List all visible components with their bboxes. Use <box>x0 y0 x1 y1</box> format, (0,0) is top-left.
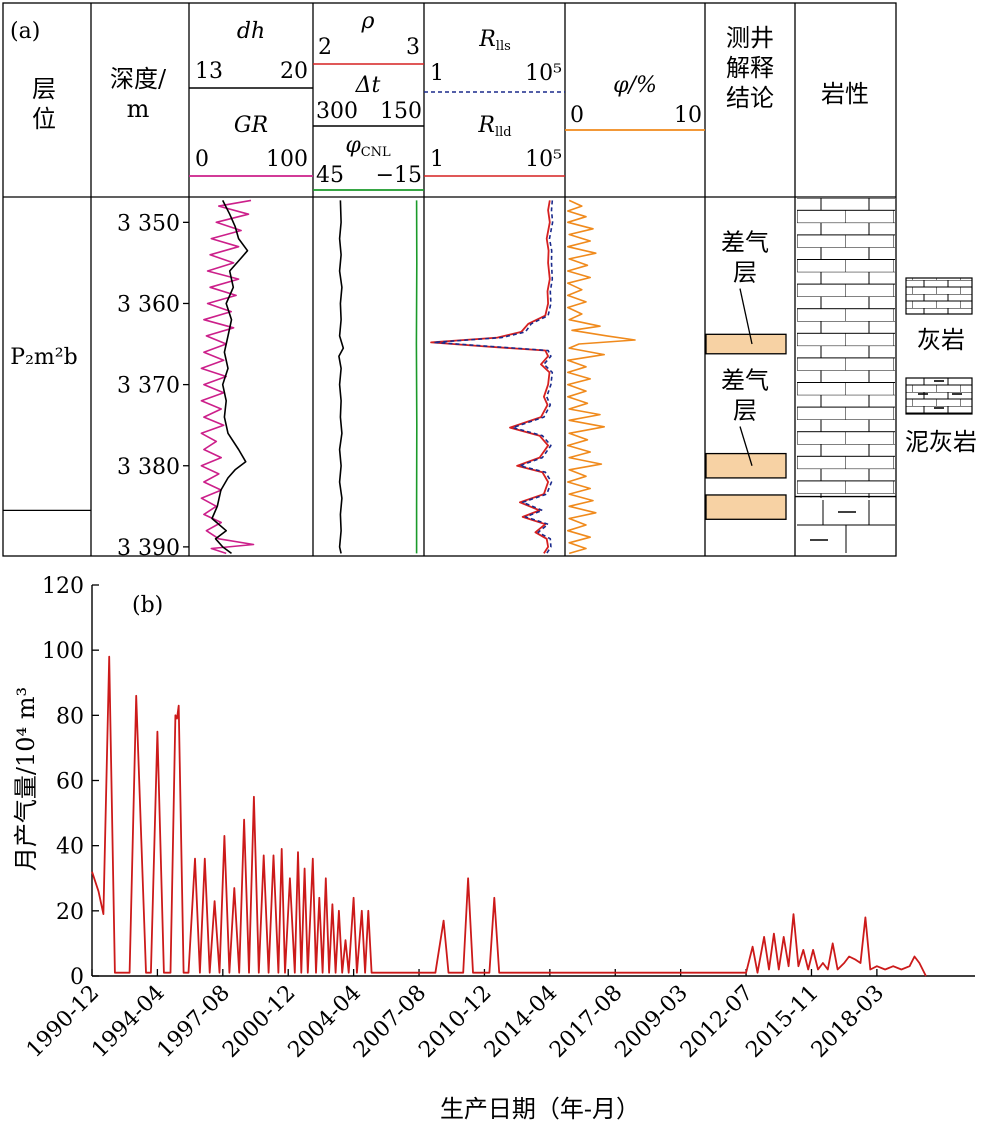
lithology-column <box>795 198 896 553</box>
y-tick-label: 80 <box>56 704 84 729</box>
rho-scale-max: 3 <box>406 35 420 60</box>
phi-scale-max: 10 <box>674 103 702 128</box>
y-axis-label: 月产气量/10⁴ m³ <box>12 687 40 871</box>
x-tick-label: 2018-03 <box>807 981 889 1063</box>
formation-header: 层位 <box>32 75 56 133</box>
lithology-argillaceous <box>797 500 895 553</box>
rlls-scale-max: 10⁵ <box>525 61 562 86</box>
gas-layer-box <box>705 333 787 355</box>
cnl-scale-max: −15 <box>376 163 422 188</box>
y-tick-label: 20 <box>56 900 84 925</box>
column-dividers <box>90 3 796 556</box>
lithology-legend: 灰岩 泥灰岩 <box>905 277 977 456</box>
rlls-scale-min: 1 <box>430 61 444 86</box>
dt-title: Δt <box>355 73 381 98</box>
gr-title: GR <box>234 113 268 138</box>
dh-scale-max: 20 <box>280 59 308 84</box>
rlls-curve <box>433 200 554 554</box>
log-curves <box>200 199 636 555</box>
depth-tick-label: 3 390 <box>117 536 180 561</box>
depth-header: 深度/m <box>110 65 167 123</box>
rlld-scale-min: 1 <box>430 147 444 172</box>
gr-scale-max: 100 <box>266 147 308 172</box>
cnl-scale-min: 45 <box>316 163 344 188</box>
lithology-limestone <box>797 198 895 498</box>
interpretation-leader <box>739 426 753 466</box>
depth-tick-label: 3 350 <box>117 211 180 236</box>
phi-scale-min: 0 <box>570 103 584 128</box>
interpretation-label-line2: 层 <box>733 397 757 425</box>
dh-title: dh <box>237 19 265 44</box>
production-panel: (b) 0204060801001201990-121994-041997-08… <box>12 574 975 1123</box>
depth-axis: 3 350 3 360 3 370 3 380 3 390 <box>117 211 189 561</box>
legend-argillaceous-limestone: 泥灰岩 <box>905 377 977 456</box>
legend-argillaceous-dashes <box>918 380 962 409</box>
y-tick-label: 120 <box>42 574 84 599</box>
well-log-panel: (a) 层位 深度/m dh 13 20 GR 0 100 ρ 2 3 Δt 3… <box>2 2 897 561</box>
log-frame <box>2 2 897 557</box>
dt-scale-max: 150 <box>380 99 422 124</box>
y-tick-label: 100 <box>42 639 84 664</box>
legend-limestone: 灰岩 <box>905 277 973 354</box>
dt-scale-min: 300 <box>316 99 358 124</box>
rho-scale-min: 2 <box>318 35 332 60</box>
rho-title: ρ <box>361 9 375 34</box>
interpretation-leader <box>739 288 753 345</box>
lithology-header: 岩性 <box>821 80 869 108</box>
panel-a-label: (a) <box>10 19 40 44</box>
phi-title: φ/% <box>613 73 657 98</box>
gas-layer-box <box>705 494 787 520</box>
panel-b-label: (b) <box>132 593 163 618</box>
legend-argillaceous-label: 泥灰岩 <box>905 428 977 456</box>
x-axis-label: 生产日期（年-月） <box>440 1095 640 1123</box>
phi-curve <box>567 199 636 555</box>
rlls-title: Rlls <box>478 27 511 54</box>
rlld-scale-max: 10⁵ <box>525 147 562 172</box>
interpretation-header: 测井解释结论 <box>726 24 774 112</box>
formation-name: P₂m²b <box>10 345 77 370</box>
interpretation-label-line1: 差气 <box>721 229 769 257</box>
depth-tick-label: 3 360 <box>117 292 180 317</box>
production-axes: 0204060801001201990-121994-041997-082000… <box>22 574 975 1063</box>
y-tick-label: 40 <box>56 835 84 860</box>
cnl-title: φCNL <box>345 133 391 160</box>
dh-scale-min: 13 <box>195 59 223 84</box>
gr-scale-min: 0 <box>195 147 209 172</box>
interpretation-label-line2: 层 <box>733 259 757 287</box>
interpretation-label-line1: 差气 <box>721 367 769 395</box>
y-tick-label: 0 <box>70 965 84 990</box>
rlld-curve <box>430 200 551 554</box>
depth-tick-label: 3 370 <box>117 374 180 399</box>
y-tick-label: 60 <box>56 770 84 795</box>
gas-layer-box <box>705 452 787 479</box>
gr-curve <box>200 199 255 555</box>
dh-curve <box>211 200 249 555</box>
depth-tick-label: 3 380 <box>117 455 180 480</box>
legend-limestone-swatch <box>905 277 973 315</box>
dt-curve <box>338 200 345 554</box>
legend-limestone-label: 灰岩 <box>917 326 965 354</box>
production-series-line <box>91 655 927 977</box>
rlld-title: Rlld <box>477 113 511 140</box>
